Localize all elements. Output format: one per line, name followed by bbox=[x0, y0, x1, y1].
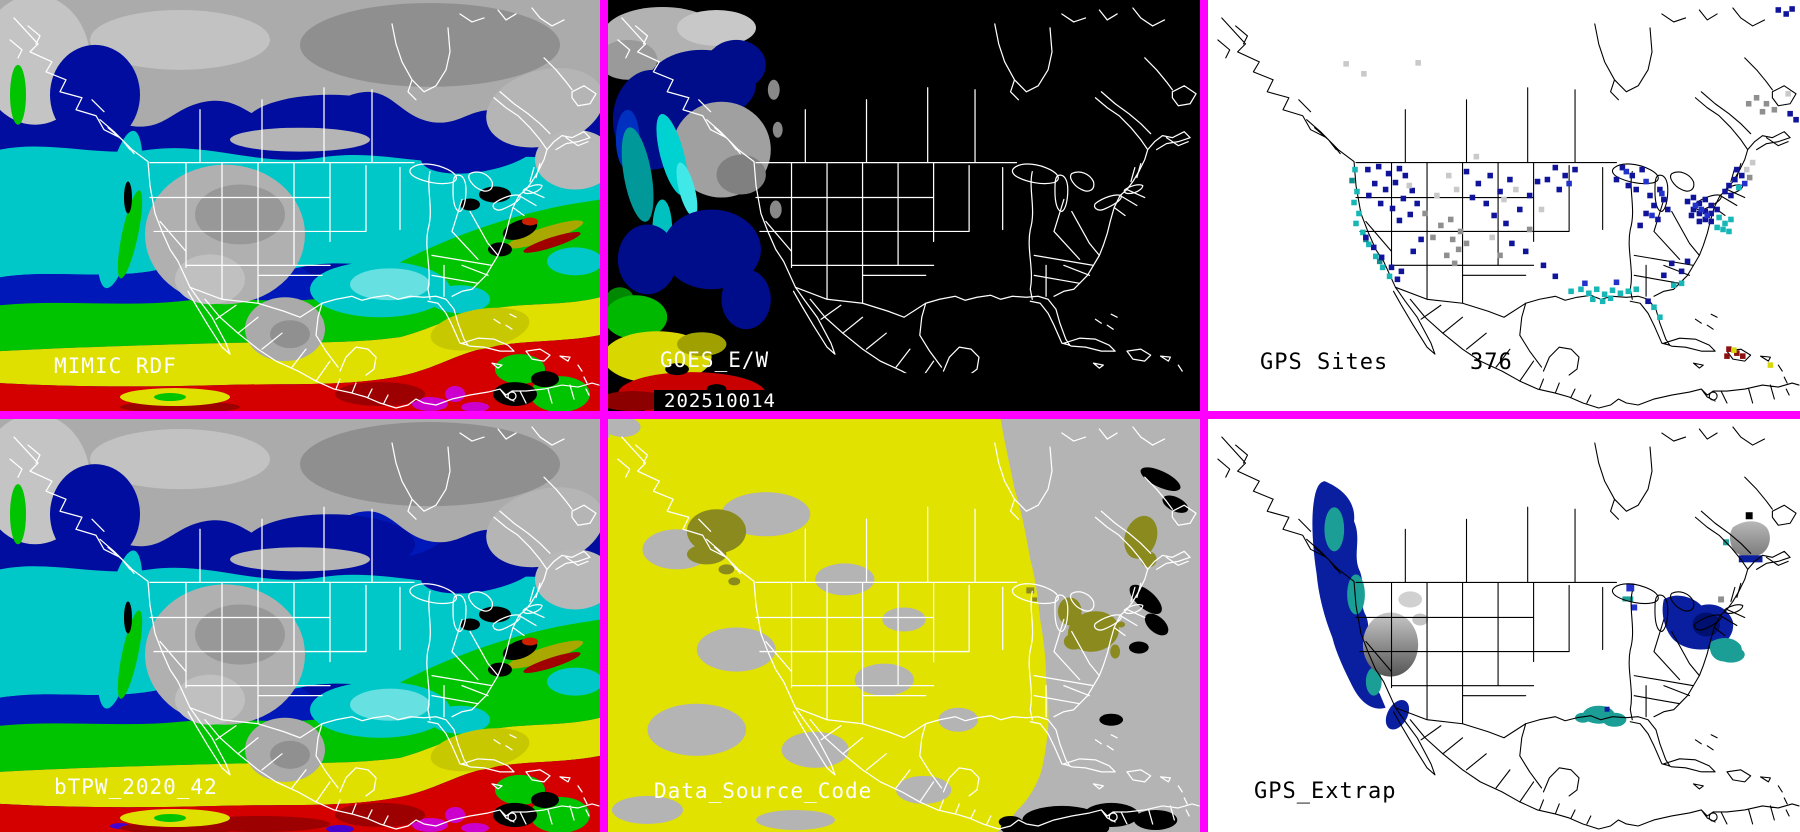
panel-gps-extrap[interactable]: GPS_Extrap bbox=[1208, 419, 1800, 832]
gps-extrap-label: GPS_Extrap bbox=[1254, 779, 1397, 804]
panel-goes-ew[interactable]: GOES_E/W 202510014 bbox=[608, 0, 1200, 411]
goes-ew-label: GOES_E/W bbox=[660, 348, 770, 372]
btpw-label: bTPW_2020_42 bbox=[54, 775, 218, 799]
panel-mimic-rdf[interactable]: MIMIC RDF bbox=[0, 0, 600, 411]
data-source-code-label: Data_Source_Code bbox=[654, 779, 873, 803]
panel-data-source-code[interactable]: Data_Source_Code bbox=[608, 419, 1200, 832]
panel-btpw[interactable]: bTPW_2020_42 bbox=[0, 419, 600, 832]
panel-gps-sites[interactable]: GPS Sites 376 bbox=[1208, 0, 1800, 411]
gps-sites-label: GPS Sites bbox=[1260, 350, 1389, 375]
data-source-code-image bbox=[608, 419, 1200, 832]
gps-sites-image bbox=[1208, 0, 1800, 411]
mimic-rdf-label: MIMIC RDF bbox=[54, 354, 177, 378]
btpw-image bbox=[0, 419, 600, 832]
goes-ew-timestamp: 202510014 bbox=[654, 390, 786, 411]
goes-ew-image bbox=[608, 0, 1200, 411]
gps-sites-count: 376 bbox=[1470, 350, 1513, 375]
mimic-rdf-image bbox=[0, 0, 600, 411]
gps-extrap-image bbox=[1208, 419, 1800, 832]
